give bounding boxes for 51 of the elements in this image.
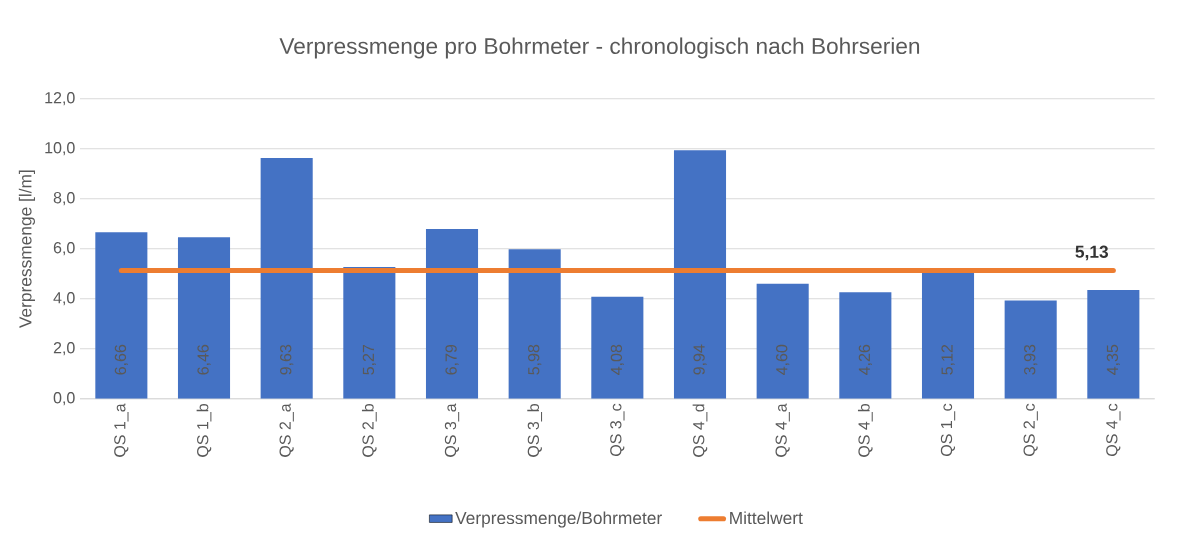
y-tick-label: 8,0 [53,192,75,206]
data-label: 5,27 [362,344,376,375]
bar [756,283,809,399]
data-label: 4,35 [1106,344,1120,375]
data-label: 5,12 [941,344,955,375]
bar [95,232,148,399]
data-label: 4,08 [610,344,624,375]
data-label: 5,13 [1075,245,1108,261]
x-tick-label: QS 3_a [444,403,460,457]
x-tick-label: QS 4_b [857,404,873,457]
x-tick-label: QS 1_b [196,404,212,457]
data-label: 9,63 [280,344,294,375]
chart-title: Verpressmenge pro Bohrmeter - chronologisch nach Bohrserien [279,37,920,59]
bar [260,157,313,399]
x-tick-label: QS 1_a [114,403,129,457]
bar [673,150,727,399]
x-tick-label: QS 4_a [775,403,790,457]
y-axis-title: Verpressmenge [l/m] [18,170,35,329]
bar [425,228,479,399]
y-tick-label: 0,0 [53,392,75,406]
x-tick-label: QS 2_a [279,403,294,457]
y-tick-label: 12,0 [45,92,75,106]
y-tick-label: 2,0 [53,342,75,356]
bar [921,270,975,399]
x-tick-label: QS 2_c [1023,403,1038,456]
bar [839,292,892,399]
data-label: 6,46 [197,344,211,375]
data-label: 3,93 [1024,344,1038,375]
data-label: 6,66 [114,344,128,375]
data-label: 6,79 [445,344,459,375]
y-tick-label: 4,0 [53,292,75,306]
bar [177,237,231,399]
bar [591,296,644,399]
bar [343,266,396,399]
y-tick-label: 6,0 [53,242,75,256]
data-label: 9,94 [693,344,707,375]
data-label: 4,60 [776,344,790,375]
x-tick-label: QS 3_b [527,404,543,457]
x-tick-label: QS 1_c [940,403,956,456]
x-tick-label: QS 4_d [692,404,708,457]
legend-label: Mittelwert [730,511,803,525]
y-tick-label: 10,0 [45,142,75,156]
legend-label: Verpressmenge/Bohrmeter [455,511,662,528]
bar [508,249,561,399]
bar [1004,300,1057,399]
x-tick-label: QS 3_c [610,403,625,456]
x-tick-label: QS 4_c [1106,403,1121,456]
x-tick-label: QS 2_b [361,404,377,457]
bar [1087,289,1140,399]
data-label: 4,26 [858,344,872,375]
data-label: 5,98 [528,344,542,375]
